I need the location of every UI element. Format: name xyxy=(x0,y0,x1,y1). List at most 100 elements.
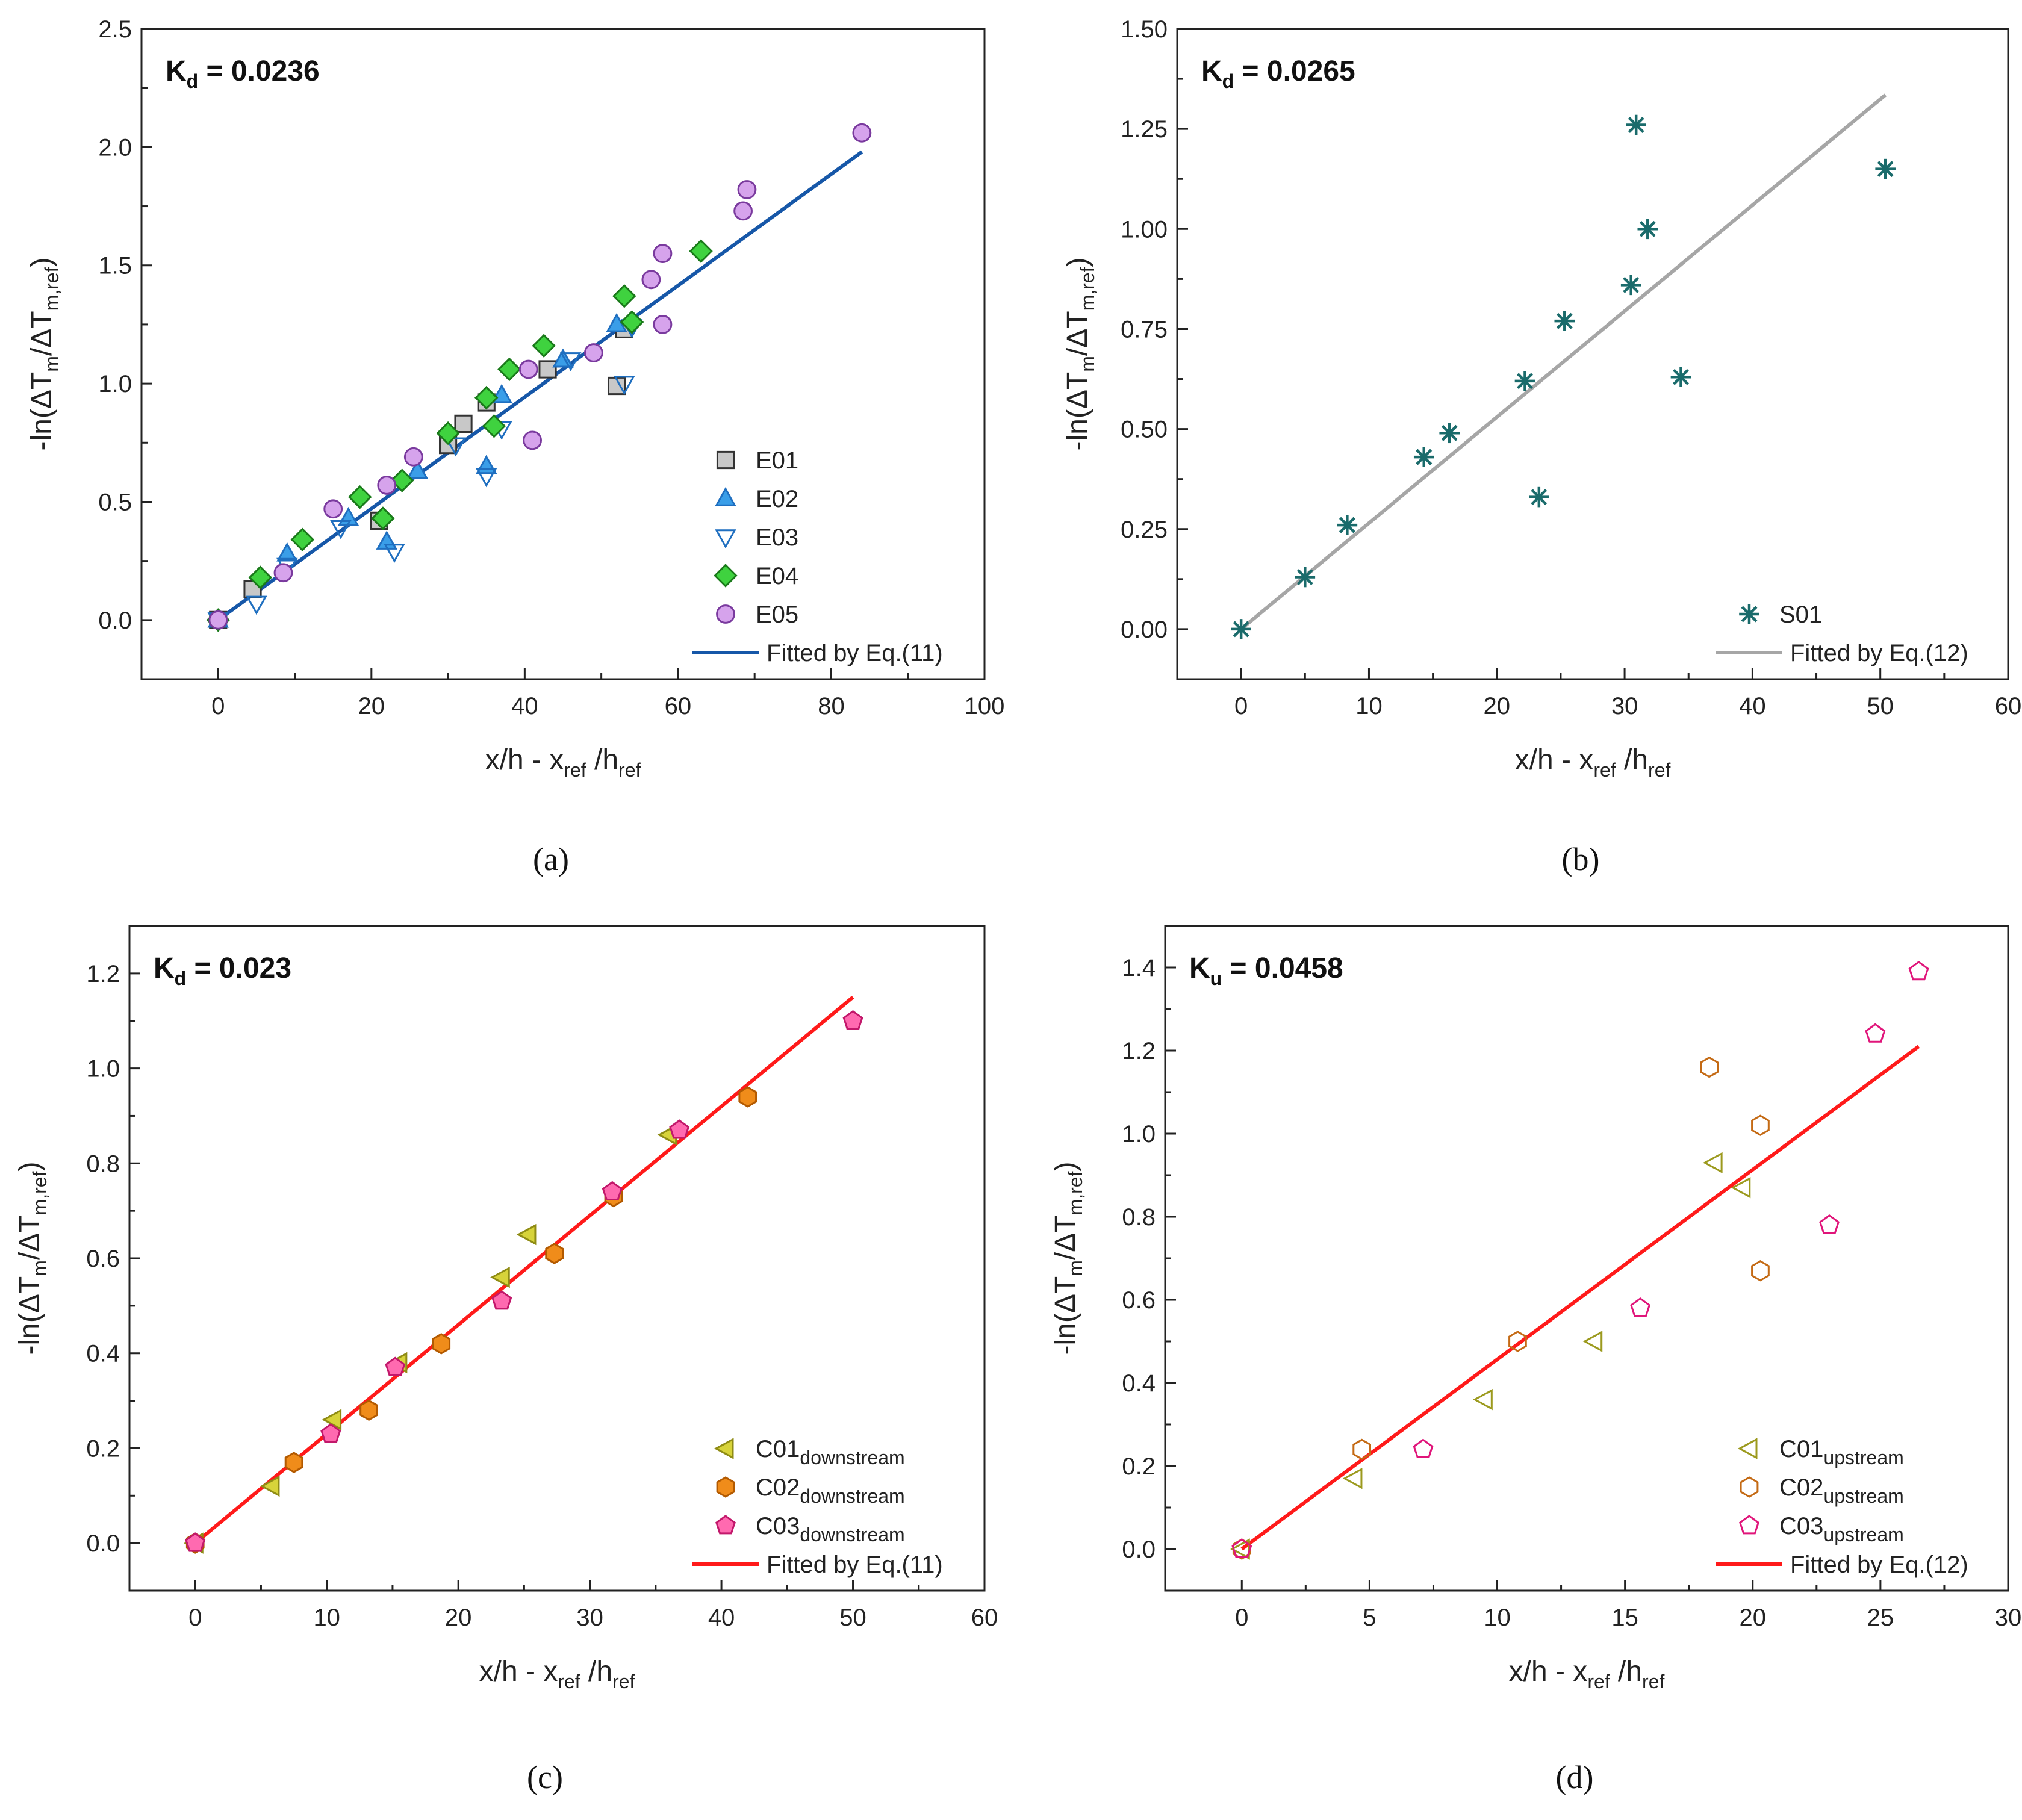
data-point xyxy=(1751,1259,1770,1282)
y-tick-label: 1.00 xyxy=(1121,216,1168,243)
legend: S01 Fitted by Eq.(12) xyxy=(1716,601,1968,666)
y-title-sub: m,ref xyxy=(1077,267,1098,311)
x-tick-label: 20 xyxy=(1740,1604,1767,1631)
data-point xyxy=(1702,1152,1723,1174)
data-point xyxy=(737,180,757,199)
x-tick-label: 25 xyxy=(1867,1604,1894,1631)
legend-fit-label: Fitted by Eq.(11) xyxy=(767,1551,943,1578)
y-tick-label: 0.00 xyxy=(1121,617,1168,643)
data-point xyxy=(406,459,428,479)
series-e04 xyxy=(206,239,713,632)
legend-marker xyxy=(715,1515,736,1535)
data-point xyxy=(1670,367,1691,388)
data-point xyxy=(276,542,298,562)
x-tick-label: 60 xyxy=(971,1604,998,1631)
legend-label: C01upstream xyxy=(1779,1436,1904,1468)
data-point xyxy=(436,421,460,446)
legend: C01downstreamC02downstreamC03downstreamF… xyxy=(692,1436,943,1578)
asterisk-stroke xyxy=(1639,220,1656,237)
panel-label: (c) xyxy=(527,1759,563,1795)
series-e05 xyxy=(208,123,872,630)
legend-label-main: E05 xyxy=(756,601,798,628)
k-symbol: K xyxy=(154,952,175,984)
data-point xyxy=(620,310,644,334)
series-s01 xyxy=(1231,114,1896,639)
y-title-mid: /ΔT xyxy=(14,1215,46,1260)
data-point xyxy=(852,123,872,143)
data-point xyxy=(491,1290,512,1310)
fit-line xyxy=(194,995,854,1545)
data-point xyxy=(290,527,314,552)
legend-label-main: C02 xyxy=(756,1474,800,1501)
legend-marker xyxy=(716,1476,735,1498)
legend-label-main: S01 xyxy=(1779,601,1822,628)
x-tick-label: 20 xyxy=(445,1604,472,1631)
k-value: = 0.0236 xyxy=(198,55,320,87)
data-point xyxy=(284,1452,303,1473)
y-tick-label: 1.25 xyxy=(1121,116,1168,143)
legend-label-main: C01 xyxy=(756,1436,800,1462)
k-coefficient-label: Kd = 0.0265 xyxy=(1201,55,1355,92)
y-tick-label: 1.2 xyxy=(86,961,120,987)
data-point xyxy=(497,357,521,382)
x-tick-label: 20 xyxy=(1484,693,1511,719)
legend-fit-label: Fitted by Eq.(11) xyxy=(767,640,943,666)
legend-label: E03 xyxy=(756,524,798,551)
data-point xyxy=(559,352,582,371)
panel-label: (a) xyxy=(533,841,569,877)
x-axis-title: x/h - xref /href xyxy=(1509,1656,1665,1692)
y-axis-title: -ln(ΔTm/ΔTm,ref) xyxy=(14,1162,51,1355)
y-title-sub: m xyxy=(1065,1260,1086,1276)
plot-frame xyxy=(140,28,986,680)
y-title-post: ) xyxy=(14,1162,46,1172)
data-point xyxy=(377,476,397,495)
legend-marker xyxy=(1740,1476,1759,1498)
legend-label-sub: downstream xyxy=(800,1447,904,1468)
asterisk-stroke xyxy=(1441,424,1458,441)
y-title-mid: /ΔT xyxy=(1050,1215,1081,1260)
y-title-pre: -ln(ΔT xyxy=(1062,372,1093,451)
y-tick-label: 1.0 xyxy=(98,371,132,397)
data-point xyxy=(842,1010,863,1030)
x-tick-label: 40 xyxy=(1739,693,1766,719)
x-title-sub: ref xyxy=(1648,759,1670,781)
y-tick-label: 1.0 xyxy=(1122,1121,1156,1148)
k-coefficient-label: Kd = 0.023 xyxy=(154,952,291,989)
data-point xyxy=(538,360,557,379)
y-tick-label: 1.50 xyxy=(1121,16,1168,43)
y-tick-label: 1.5 xyxy=(98,253,132,279)
data-point xyxy=(689,239,713,263)
data-point xyxy=(532,334,556,358)
k-symbol: K xyxy=(1201,55,1222,87)
k-subscript: d xyxy=(187,70,199,92)
k-value: = 0.0265 xyxy=(1234,55,1355,87)
y-title-mid: /ΔT xyxy=(1062,311,1093,356)
data-point xyxy=(359,1399,378,1421)
data-point xyxy=(260,1475,280,1497)
x-title-main: x/h - x xyxy=(479,1656,558,1688)
data-point xyxy=(1637,219,1658,240)
x-tick-label: 30 xyxy=(1611,693,1638,719)
fit-line xyxy=(1240,1045,1920,1551)
x-title-main: x/h - x xyxy=(1509,1656,1588,1688)
data-point xyxy=(475,455,497,474)
y-axis-title: -ln(ΔTm/ΔTm,ref) xyxy=(1050,1162,1086,1355)
x-tick-label: 100 xyxy=(965,693,1005,719)
x-tick-label: 60 xyxy=(1995,693,2022,719)
x-tick-label: 0 xyxy=(1234,693,1248,719)
data-point xyxy=(445,437,467,457)
k-coefficient-label: Kd = 0.0236 xyxy=(166,55,320,92)
data-point xyxy=(1508,1331,1527,1352)
legend-label: C01downstream xyxy=(756,1436,905,1468)
y-title-post: ) xyxy=(26,258,58,267)
data-point xyxy=(1337,515,1358,535)
data-point xyxy=(612,284,636,308)
data-point xyxy=(384,544,405,564)
asterisk-stroke xyxy=(1339,517,1355,533)
data-point xyxy=(273,563,293,583)
legend-label-main: E04 xyxy=(756,563,798,589)
x-title-mid: /h xyxy=(1610,1656,1642,1688)
plot-frame xyxy=(1176,28,2009,680)
legend-marker xyxy=(1737,1438,1758,1459)
